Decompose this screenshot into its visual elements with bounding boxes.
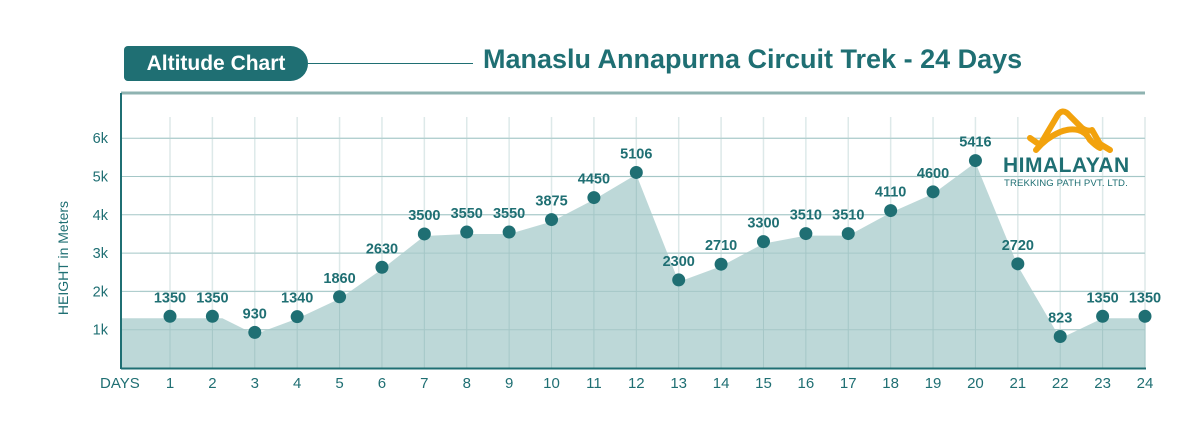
- data-label: 4450: [578, 172, 610, 188]
- x-tick-label: 4: [293, 375, 301, 392]
- x-tick-label: 11: [586, 375, 602, 392]
- x-tick-label: 9: [505, 375, 513, 392]
- x-tick-label: 22: [1052, 375, 1069, 392]
- data-label: 3500: [408, 208, 440, 224]
- x-axis-title: DAYS: [100, 375, 140, 392]
- mountain-icon: [1027, 108, 1113, 153]
- data-label: 1350: [1086, 290, 1118, 306]
- data-label: 1350: [196, 290, 228, 306]
- x-tick-label: 17: [840, 375, 857, 392]
- data-point[interactable]: [926, 185, 940, 199]
- data-label: 3875: [535, 194, 567, 210]
- altitude-chart-badge: Altitude Chart: [124, 46, 308, 81]
- x-tick-label: 12: [628, 375, 645, 392]
- x-tick-labels: 1 2 3 4 5 6 7 8 9 10 11 12 13 14 15 16 17 18 19 20 21 22 23 24: [166, 375, 1154, 392]
- x-tick-label: 14: [713, 375, 730, 392]
- y-tick-label: 2k: [93, 284, 109, 300]
- grid-overlay: [121, 137, 1146, 368]
- altitude-area: [121, 162, 1145, 368]
- data-point[interactable]: [1096, 309, 1110, 323]
- data-label: 5416: [959, 135, 991, 151]
- data-label: 1340: [281, 291, 313, 307]
- x-tick-label: 23: [1094, 375, 1111, 392]
- x-tick-label: 2: [208, 375, 216, 392]
- data-point[interactable]: [672, 273, 686, 287]
- data-points: 1350 1350 930 1340 1860 2630 3500 3550 3550 3875 4…: [154, 135, 1161, 343]
- data-label: 1350: [1129, 290, 1161, 306]
- data-point[interactable]: [756, 235, 770, 249]
- x-tick-label: 13: [670, 375, 687, 392]
- data-label: 5106: [620, 146, 652, 162]
- data-label: 930: [243, 306, 267, 322]
- data-label: 2710: [705, 238, 737, 254]
- data-label: 3300: [747, 216, 779, 232]
- data-point[interactable]: [587, 191, 601, 205]
- chart-title: Manaslu Annapurna Circuit Trek - 24 Days: [483, 44, 1023, 74]
- title-connector-line: [308, 63, 473, 64]
- logo-wordmark: HIMALAYAN: [1003, 154, 1130, 177]
- data-point[interactable]: [375, 260, 389, 274]
- data-point[interactable]: [290, 310, 304, 324]
- data-label: 4600: [917, 166, 949, 182]
- data-point[interactable]: [417, 227, 431, 241]
- x-tick-label: 24: [1137, 375, 1154, 392]
- data-label: 2300: [663, 254, 695, 270]
- y-tick-label: 1k: [93, 323, 109, 339]
- data-point[interactable]: [545, 213, 559, 227]
- x-tick-label: 18: [882, 375, 899, 392]
- data-point[interactable]: [968, 154, 982, 168]
- data-point[interactable]: [714, 257, 728, 271]
- x-tick-label: 19: [925, 375, 942, 392]
- x-tick-label: 15: [755, 375, 772, 392]
- data-label: 4110: [875, 185, 906, 201]
- data-point[interactable]: [799, 227, 813, 241]
- data-point[interactable]: [163, 309, 177, 323]
- x-tick-label: 7: [420, 375, 428, 392]
- y-axis-title: HEIGHT in Meters: [55, 201, 71, 315]
- x-tick-label: 16: [798, 375, 815, 392]
- x-tick-label: 21: [1009, 375, 1026, 392]
- data-label: 3510: [790, 208, 822, 224]
- y-tick-label: 4k: [93, 208, 109, 224]
- data-label: 1860: [323, 271, 355, 287]
- data-point[interactable]: [460, 225, 474, 239]
- y-tick-labels: 1k 2k 3k 4k 5k 6k: [93, 131, 109, 339]
- data-point[interactable]: [205, 309, 219, 323]
- x-tick-label: 5: [335, 375, 343, 392]
- x-tick-label: 6: [378, 375, 386, 392]
- y-tick-label: 6k: [93, 131, 109, 147]
- data-point[interactable]: [884, 204, 898, 218]
- data-label: 3510: [832, 208, 864, 224]
- x-tick-label: 1: [166, 375, 174, 392]
- data-label: 2630: [366, 241, 398, 257]
- data-point[interactable]: [841, 227, 855, 241]
- x-tick-label: 10: [543, 375, 560, 392]
- logo-subtitle: TREKKING PATH PVT. LTD.: [1004, 178, 1128, 189]
- data-point[interactable]: [1053, 329, 1067, 343]
- x-tick-label: 20: [967, 375, 984, 392]
- data-point[interactable]: [333, 290, 347, 304]
- x-tick-label: 3: [251, 375, 259, 392]
- data-label: 1350: [154, 290, 186, 306]
- data-point[interactable]: [1138, 309, 1152, 323]
- data-point[interactable]: [248, 325, 262, 339]
- y-tick-label: 3k: [93, 246, 109, 262]
- data-label: 3550: [493, 206, 525, 222]
- data-point[interactable]: [629, 165, 643, 179]
- data-point[interactable]: [1011, 257, 1025, 271]
- data-point[interactable]: [502, 225, 516, 239]
- data-label: 3550: [451, 206, 483, 222]
- data-label: 823: [1048, 310, 1072, 326]
- x-tick-label: 8: [463, 375, 471, 392]
- y-tick-label: 5k: [93, 170, 109, 186]
- data-label: 2720: [1002, 238, 1034, 254]
